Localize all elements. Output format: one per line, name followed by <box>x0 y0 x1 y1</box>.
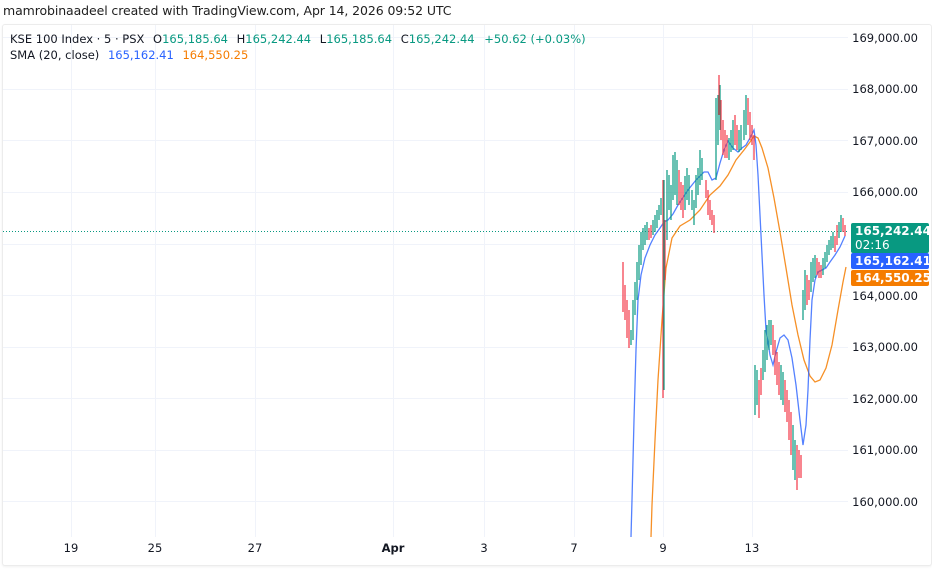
sma-row: SMA (20, close) 165,162.41 164,550.25 <box>10 47 586 63</box>
sma-value-blue: 165,162.41 <box>107 48 174 62</box>
x-tick-label: 25 <box>147 541 163 555</box>
sma-orange-line <box>650 135 847 538</box>
horizontal-gridlines <box>3 37 848 502</box>
vertical-gridlines <box>71 25 753 537</box>
x-tick-label-month: Apr <box>381 541 405 555</box>
sma-blue-badge: 165,162.41 <box>851 253 931 269</box>
x-tick-label: 3 <box>480 541 488 555</box>
open-value: 165,185.64 <box>162 32 228 46</box>
x-tick-label: 19 <box>63 541 79 555</box>
x-tick-label: 13 <box>744 541 760 555</box>
symbol-ohlc-row: KSE 100 Index · 5 · PSX O165,185.64 H165… <box>10 31 586 47</box>
price-candles <box>622 75 846 490</box>
chart-legend: KSE 100 Index · 5 · PSX O165,185.64 H165… <box>10 31 586 63</box>
sma-indicator-label[interactable]: SMA (20, close) <box>10 48 100 62</box>
attribution-text: mamrobinaadeel created with TradingView.… <box>3 3 452 18</box>
y-tick-label: 160,000.00 <box>852 495 918 509</box>
low-value: 165,185.64 <box>326 32 393 46</box>
change-value: +50.62 (+0.03%) <box>484 32 586 46</box>
bar-countdown: 02:16 <box>855 238 890 252</box>
x-tick-label: 9 <box>659 541 667 555</box>
symbol-label[interactable]: KSE 100 Index · 5 · PSX <box>10 32 145 46</box>
y-tick-label: 163,000.00 <box>852 340 918 354</box>
open-label: O <box>153 32 163 46</box>
y-tick-label: 162,000.00 <box>852 392 918 406</box>
x-tick-label: 27 <box>247 541 263 555</box>
x-tick-label: 7 <box>570 541 578 555</box>
y-tick-label: 164,000.00 <box>852 289 918 303</box>
last-price-value: 165,242.44 <box>855 224 931 238</box>
y-tick-label: 169,000.00 <box>852 31 918 45</box>
close-value: 165,242.44 <box>408 32 475 46</box>
y-tick-label: 168,000.00 <box>852 82 918 96</box>
y-tick-label: 167,000.00 <box>852 134 918 148</box>
sma-value-orange: 164,550.25 <box>182 48 249 62</box>
high-label: H <box>236 32 246 46</box>
close-label: C <box>400 32 409 46</box>
y-tick-label: 166,000.00 <box>852 185 918 199</box>
low-label: L <box>319 32 327 46</box>
sma-orange-badge: 164,550.25 <box>851 270 931 286</box>
last-price-badge: 165,242.44 02:16 <box>851 223 931 253</box>
high-value: 165,242.44 <box>245 32 312 46</box>
y-tick-label: 161,000.00 <box>852 443 918 457</box>
